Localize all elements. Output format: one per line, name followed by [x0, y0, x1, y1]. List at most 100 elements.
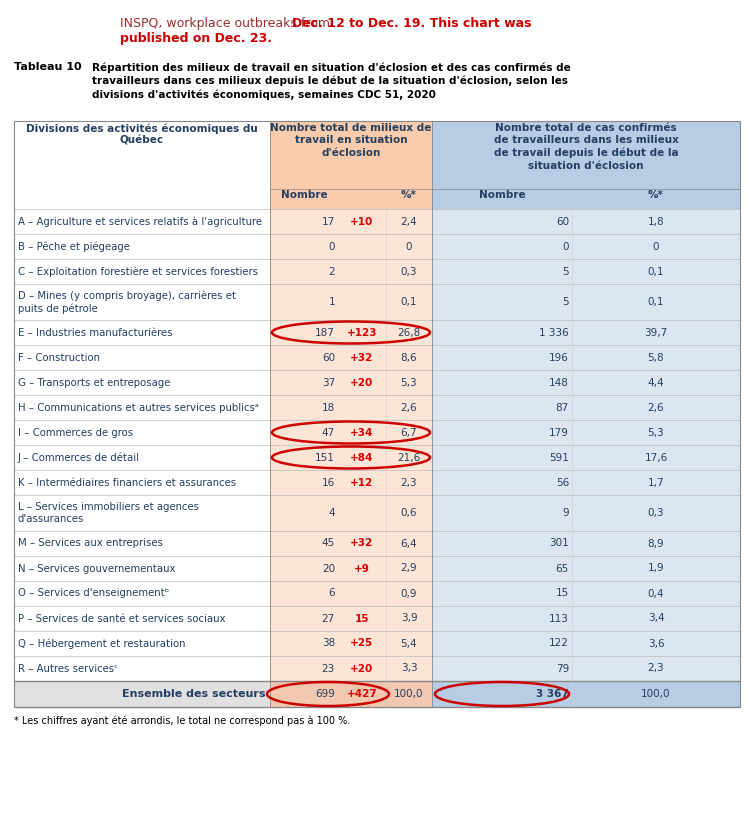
Bar: [14, 445, 270, 470]
Text: 38: 38: [322, 639, 335, 649]
Text: 5: 5: [562, 297, 569, 307]
Bar: [270, 531, 432, 556]
Text: 0,1: 0,1: [401, 297, 417, 307]
Text: 113: 113: [549, 614, 569, 623]
Text: L – Services immobiliers et agences
d'assurances: L – Services immobiliers et agences d'as…: [18, 502, 199, 525]
Text: 3,6: 3,6: [648, 639, 664, 649]
Text: G – Transports et entreposage: G – Transports et entreposage: [18, 377, 170, 387]
Text: 26,8: 26,8: [398, 328, 421, 337]
Text: 60: 60: [556, 217, 569, 226]
Bar: [14, 681, 270, 707]
Text: 37: 37: [322, 377, 335, 387]
Bar: [270, 345, 432, 370]
Text: 0,3: 0,3: [648, 508, 664, 518]
Text: +427: +427: [346, 689, 377, 699]
Bar: [14, 581, 270, 606]
Text: 187: 187: [315, 328, 335, 337]
Text: +25: +25: [350, 639, 373, 649]
Bar: [432, 189, 740, 209]
Text: C – Exploitation forestière et services forestiers: C – Exploitation forestière et services …: [18, 266, 258, 277]
Text: 100,0: 100,0: [395, 689, 424, 699]
Text: 301: 301: [549, 538, 569, 548]
Bar: [270, 320, 432, 345]
Text: Ensemble des secteurs: Ensemble des secteurs: [123, 689, 266, 699]
Text: 79: 79: [556, 663, 569, 673]
Bar: [432, 681, 740, 707]
Bar: [270, 681, 432, 707]
Bar: [14, 320, 270, 345]
Text: 0: 0: [562, 242, 569, 252]
Text: 18: 18: [322, 403, 335, 413]
Text: +12: +12: [350, 477, 373, 488]
Text: 3 367: 3 367: [536, 689, 569, 699]
Bar: [14, 606, 270, 631]
Text: 47: 47: [322, 427, 335, 437]
Text: %*: %*: [401, 190, 417, 200]
Text: 0: 0: [653, 242, 659, 252]
Text: 100,0: 100,0: [642, 689, 671, 699]
Bar: [14, 631, 270, 656]
Bar: [432, 121, 740, 189]
Text: 2,3: 2,3: [648, 663, 664, 673]
Text: %*: %*: [648, 190, 664, 200]
Text: Répartition des milieux de travail en situation d'éclosion et des cas confirmés : Répartition des milieux de travail en si…: [92, 62, 571, 100]
Text: 148: 148: [549, 377, 569, 387]
Text: 0,4: 0,4: [648, 588, 664, 599]
Bar: [14, 370, 270, 395]
Text: 5,3: 5,3: [648, 427, 664, 437]
Bar: [432, 259, 740, 284]
Text: 0,3: 0,3: [401, 266, 417, 276]
Text: 23: 23: [322, 663, 335, 673]
Text: B – Pêche et piégeage: B – Pêche et piégeage: [18, 241, 130, 252]
Bar: [270, 606, 432, 631]
Text: 0: 0: [406, 242, 412, 252]
Bar: [432, 631, 740, 656]
Bar: [14, 495, 270, 531]
Bar: [432, 606, 740, 631]
Text: 0: 0: [328, 242, 335, 252]
Text: J – Commerces de détail: J – Commerces de détail: [18, 453, 140, 462]
Text: +123: +123: [346, 328, 377, 337]
Text: 2,9: 2,9: [401, 564, 417, 574]
Text: 6: 6: [328, 588, 335, 599]
Text: Nombre: Nombre: [281, 190, 328, 200]
Text: 0,9: 0,9: [401, 588, 417, 599]
Bar: [432, 345, 740, 370]
Bar: [14, 556, 270, 581]
Bar: [432, 395, 740, 420]
Text: +34: +34: [350, 427, 373, 437]
Text: 8,6: 8,6: [401, 352, 417, 363]
Text: 3,3: 3,3: [401, 663, 417, 673]
Text: 1,8: 1,8: [648, 217, 664, 226]
Bar: [14, 470, 270, 495]
Bar: [270, 420, 432, 445]
Bar: [270, 209, 432, 234]
Bar: [14, 531, 270, 556]
Text: published on Dec. 23.: published on Dec. 23.: [120, 32, 272, 45]
Text: 6,4: 6,4: [401, 538, 417, 548]
Bar: [14, 209, 270, 234]
Bar: [432, 470, 740, 495]
Text: 5,4: 5,4: [401, 639, 417, 649]
Bar: [270, 495, 432, 531]
Text: A – Agriculture et services relatifs à l'agriculture: A – Agriculture et services relatifs à l…: [18, 217, 262, 227]
Bar: [432, 581, 740, 606]
Text: D – Mines (y compris broyage), carrières et
puits de pétrole: D – Mines (y compris broyage), carrières…: [18, 290, 236, 314]
Text: 179: 179: [549, 427, 569, 437]
Text: 2,4: 2,4: [401, 217, 417, 226]
Text: 15: 15: [556, 588, 569, 599]
Bar: [270, 234, 432, 259]
Text: F – Construction: F – Construction: [18, 352, 100, 363]
Bar: [270, 556, 432, 581]
Text: 4,4: 4,4: [648, 377, 664, 387]
Bar: [14, 284, 270, 320]
Text: 699: 699: [315, 689, 335, 699]
Text: Nombre total de cas confirmés
de travailleurs dans les milieux
de travail depuis: Nombre total de cas confirmés de travail…: [493, 123, 678, 171]
Bar: [270, 189, 432, 209]
Text: 1 336: 1 336: [539, 328, 569, 337]
Text: 65: 65: [556, 564, 569, 574]
Text: 8,9: 8,9: [648, 538, 664, 548]
Bar: [14, 656, 270, 681]
Bar: [270, 395, 432, 420]
Text: +20: +20: [350, 377, 373, 387]
